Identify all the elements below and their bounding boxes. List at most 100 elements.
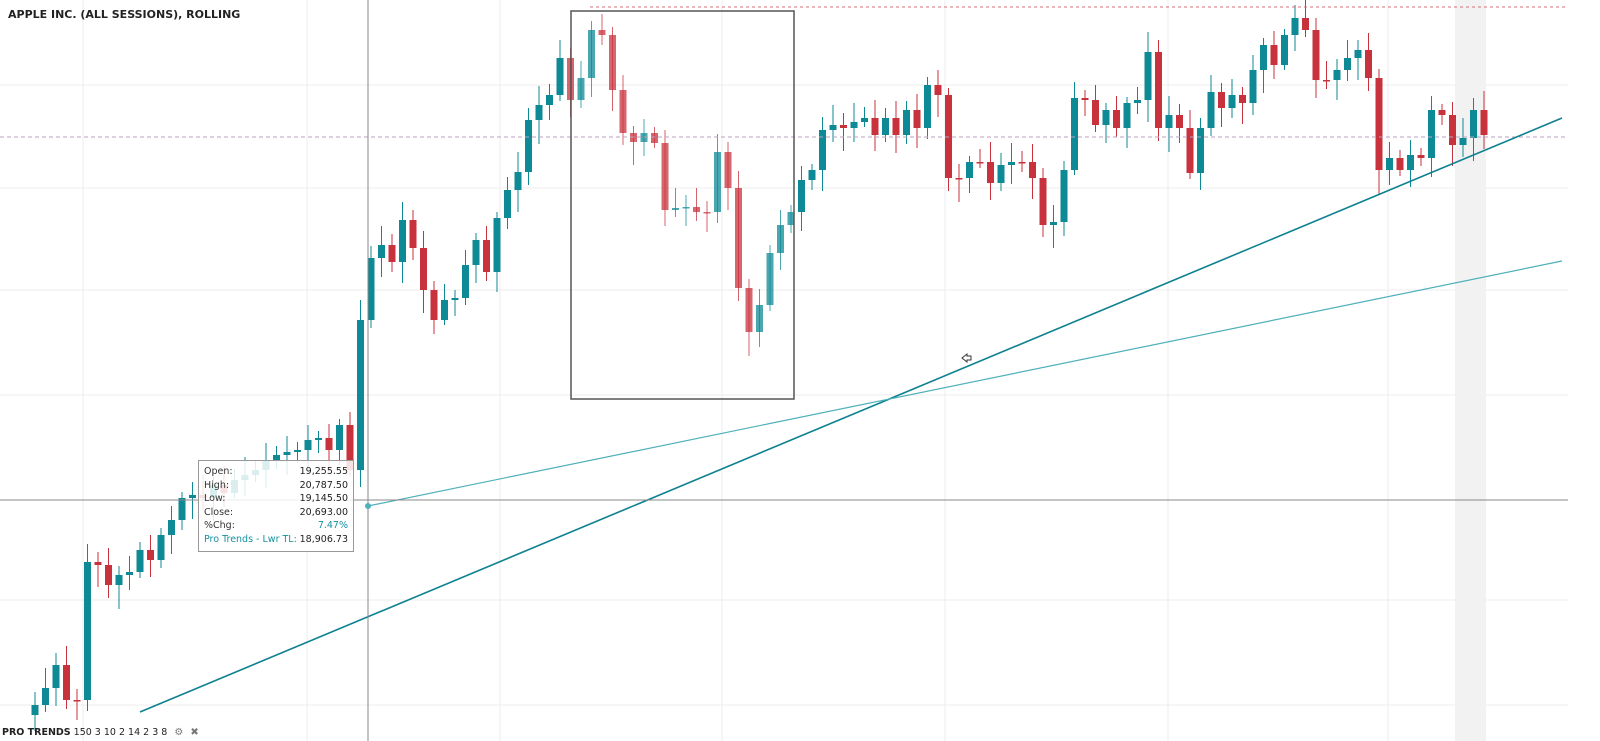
tooltip-label: Low: (204, 493, 226, 505)
candle-body (871, 118, 879, 135)
candle-body (336, 425, 343, 450)
candle-body (1071, 98, 1078, 170)
candle-body (703, 212, 711, 214)
candle-body (525, 120, 532, 172)
candle-body (1218, 92, 1225, 108)
candle-body (1260, 45, 1267, 70)
candle-body (1039, 178, 1047, 225)
candle-body (798, 180, 805, 212)
crosshair-point (365, 503, 371, 509)
indicator-legend: PRO TRENDS 150 3 10 2 14 2 3 8 ⚙ ✖ (2, 727, 199, 738)
candle-body (1123, 103, 1131, 128)
candle-body (1302, 18, 1309, 30)
candle-body (1396, 158, 1404, 170)
tooltip-value: 20,693.00 (299, 506, 348, 518)
candle-body (1081, 98, 1089, 100)
candle-body (997, 165, 1005, 183)
candle-body (504, 190, 511, 218)
candle-body (483, 240, 490, 272)
candle-body (976, 162, 984, 164)
candle-body (168, 520, 175, 535)
chart-title: APPLE INC. (ALL SESSIONS), ROLLING (8, 8, 241, 21)
candle-body (924, 85, 931, 128)
candle-body (619, 90, 627, 133)
candle-body (724, 152, 732, 188)
tooltip-label: Pro Trends - Lwr TL: (204, 533, 297, 545)
candle-body (441, 300, 448, 320)
tooltip: Open: 19,255.55 High: 20,787.50 Low: 19,145.5… (198, 460, 354, 552)
candle-body (840, 125, 847, 128)
candle-body (1459, 138, 1467, 145)
candle-body (1323, 80, 1330, 82)
candles (31, 0, 1488, 731)
candle-body (1165, 115, 1173, 128)
candle-body (420, 248, 427, 290)
lower-trend-line[interactable] (367, 260, 1563, 507)
candle-body (1008, 162, 1015, 165)
candle-body (1312, 30, 1320, 80)
tooltip-row: Low: 19,145.50 (204, 492, 348, 506)
candle-body (1092, 100, 1099, 125)
candle-body (955, 178, 963, 180)
tooltip-row: %Chg: 7.47% (204, 519, 348, 533)
candle-body (1354, 50, 1362, 58)
candle-body (294, 450, 301, 452)
candle-body (829, 125, 837, 130)
candle-body (556, 58, 564, 95)
candle-body (357, 320, 364, 470)
candle-body (493, 218, 501, 272)
candle-body (52, 665, 60, 688)
candle-body (42, 688, 49, 705)
tooltip-value: 20,787.50 (299, 479, 348, 491)
candle-body (1438, 110, 1446, 115)
candle-body (157, 535, 165, 560)
tooltip-row: Open: 19,255.55 (204, 465, 348, 479)
candle-body (892, 118, 900, 135)
tooltip-row: Pro Trends - Lwr TL: 18,906.73 (204, 533, 348, 547)
candle-body (1281, 35, 1288, 65)
candle-body (693, 207, 700, 212)
candle-body (283, 452, 291, 455)
tooltip-value: 7.47% (317, 520, 348, 532)
candle-body (1407, 155, 1414, 170)
candle-body (1470, 110, 1477, 138)
candle-body (1134, 100, 1141, 103)
candle-body (1449, 115, 1456, 145)
candle-body (577, 78, 585, 100)
candle-body (105, 565, 112, 585)
candle-body (346, 425, 354, 470)
candle-body (472, 240, 480, 265)
trend-line[interactable] (139, 117, 1563, 713)
indicator-params: 150 3 10 2 14 2 3 8 (73, 727, 168, 738)
candle-body (1018, 162, 1026, 164)
candle-body (1144, 52, 1152, 100)
candle-body (325, 438, 333, 450)
candle-body (1365, 50, 1372, 78)
candle-body (598, 30, 606, 35)
candle-body (672, 208, 679, 210)
candle-body (388, 245, 396, 262)
candle-body (903, 110, 910, 135)
candle-body (756, 305, 763, 332)
candle-body (1333, 70, 1341, 80)
candle-body (1291, 18, 1299, 35)
settings-icon[interactable]: ⚙ (174, 727, 184, 738)
candle-body (189, 495, 196, 498)
candle-body (31, 705, 39, 715)
candle-body (115, 575, 123, 585)
candle-body (1480, 110, 1488, 135)
candle-body (409, 220, 417, 248)
candle-body (273, 455, 280, 460)
candle-body (966, 162, 973, 178)
tooltip-value: 18,906.73 (299, 533, 348, 545)
candle-body (882, 118, 889, 135)
candle-body (378, 245, 385, 258)
close-icon[interactable]: ✖ (190, 727, 199, 738)
candle-body (745, 288, 753, 332)
candle-body (588, 30, 595, 78)
rectangle-drawing[interactable] (570, 10, 795, 400)
candle-body (1029, 162, 1036, 178)
candle-body (136, 550, 144, 572)
